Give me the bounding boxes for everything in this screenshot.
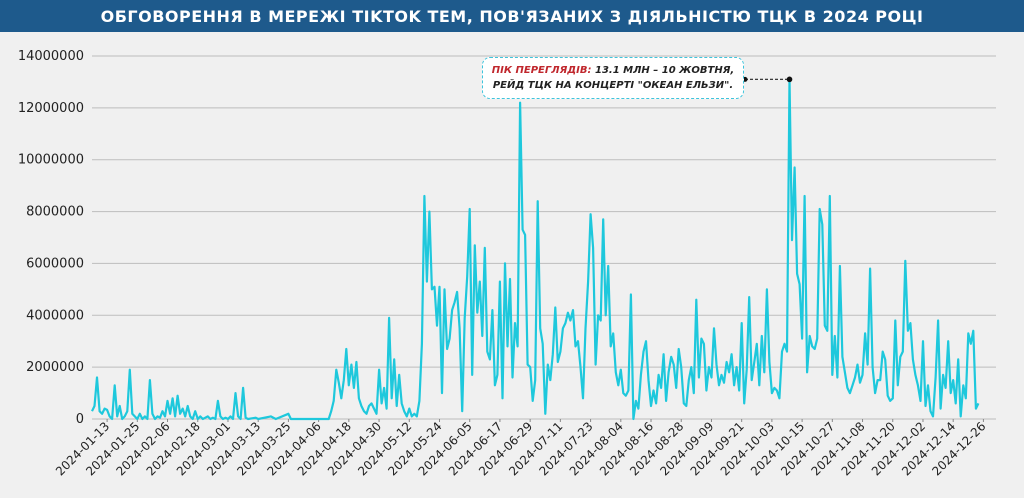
y-tick-label: 10000000 xyxy=(18,153,84,168)
peak-annotation-line1: 13.1 МЛН – 10 ЖОВТНЯ, xyxy=(591,65,735,76)
y-tick-label: 8000000 xyxy=(26,205,84,220)
peak-point xyxy=(786,76,793,83)
y-tick-label: 14000000 xyxy=(18,49,84,64)
y-tick-label: 6000000 xyxy=(26,256,84,271)
chart-title: ОБГОВОРЕННЯ В МЕРЕЖІ TIKTOK ТЕМ, ПОВ'ЯЗА… xyxy=(0,0,1024,32)
line-chart: 0 2000000 4000000 6000000 8000000 10000000 120… xyxy=(18,49,996,478)
peak-annotation-line2: РЕЙД ТЦК НА КОНЦЕРТІ "ОКЕАН ЕЛЬЗИ". xyxy=(492,80,734,91)
series-line xyxy=(91,78,980,421)
peak-annotation: ПІК ПЕРЕГЛЯДІВ: 13.1 МЛН – 10 ЖОВТНЯ, РЕ… xyxy=(482,57,744,99)
y-tick-label: 0 xyxy=(76,412,84,427)
y-tick-label: 2000000 xyxy=(26,360,84,375)
y-tick-label: 4000000 xyxy=(26,308,84,323)
y-tick-label: 12000000 xyxy=(18,101,84,116)
peak-annotation-label: ПІК ПЕРЕГЛЯДІВ: xyxy=(491,65,592,76)
